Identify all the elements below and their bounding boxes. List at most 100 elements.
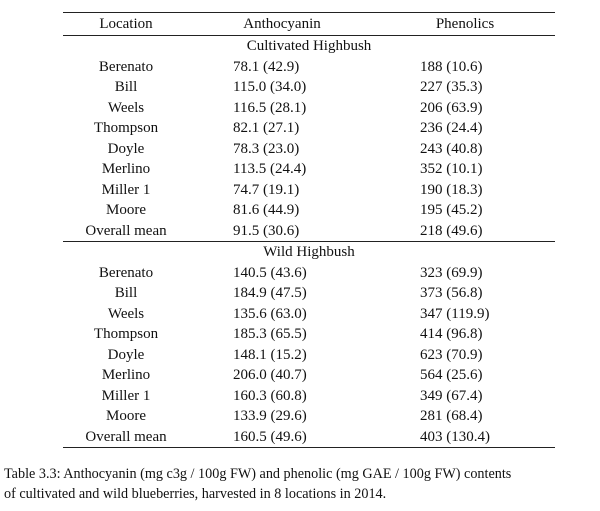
- cell-anthocyanin: 113.5 (24.4): [189, 159, 375, 180]
- anthocyanin-value: 81.6 (44.9): [233, 202, 300, 218]
- cell-anthocyanin: 81.6 (44.9): [189, 200, 375, 221]
- table-row: Bill 184.9 (47.5) 373 (56.8): [63, 283, 555, 304]
- anthocyanin-value: 78.1 (42.9): [233, 58, 300, 75]
- anthocyanin-value: 140.5 (43.6): [233, 264, 307, 281]
- header-phenolics: Phenolics: [435, 16, 495, 32]
- cell-location: Overall mean: [85, 428, 167, 445]
- cell-anthocyanin: 135.6 (63.0): [189, 304, 375, 325]
- cell-location: Weels: [107, 99, 145, 116]
- cell-location: Bill: [114, 285, 138, 301]
- group-header-row: Wild Highbush: [63, 241, 555, 263]
- cell-anthocyanin: 78.3 (23.0): [189, 139, 375, 160]
- anthocyanin-value: 115.0 (34.0): [233, 79, 307, 95]
- cell-anthocyanin: 185.3 (65.5): [189, 324, 375, 345]
- anthocyanin-value: 116.5 (28.1): [233, 99, 307, 116]
- cell-location: Miller 1: [101, 181, 151, 198]
- anthocyanin-value: 148.1 (15.2): [233, 346, 307, 363]
- cell-phenolics: 190 (18.3): [375, 180, 555, 201]
- anthocyanin-value: 113.5 (24.4): [233, 161, 307, 177]
- anthocyanin-value: 160.5 (49.6): [233, 428, 307, 445]
- cell-anthocyanin: 74.7 (19.1): [189, 180, 375, 201]
- phenolics-value: 236 (24.4): [420, 120, 483, 136]
- phenolics-value: 190 (18.3): [420, 181, 483, 198]
- cell-phenolics: 188 (10.6): [375, 57, 555, 78]
- data-table-container: Location Anthocyanin Phenolics Cultivate…: [63, 12, 555, 448]
- table-row: Bill 115.0 (34.0) 227 (35.3): [63, 77, 555, 98]
- anthocyanin-value: 133.9 (29.6): [233, 408, 307, 424]
- cell-location: Berenato: [98, 58, 154, 75]
- group-title: Wild Highbush: [63, 241, 555, 263]
- cell-phenolics: 623 (70.9): [375, 345, 555, 366]
- cell-anthocyanin: 206.0 (40.7): [189, 365, 375, 386]
- table-row: Doyle 148.1 (15.2) 623 (70.9): [63, 345, 555, 366]
- anthocyanin-value: 91.5 (30.6): [233, 222, 300, 239]
- cell-anthocyanin: 184.9 (47.5): [189, 283, 375, 304]
- header-anthocyanin: Anthocyanin: [243, 16, 321, 32]
- cell-anthocyanin: 78.1 (42.9): [189, 57, 375, 78]
- cell-phenolics: 227 (35.3): [375, 77, 555, 98]
- header-location: Location: [99, 16, 153, 32]
- cell-phenolics: 323 (69.9): [375, 263, 555, 284]
- table-top-rule: [63, 12, 555, 13]
- table-row: Moore 81.6 (44.9) 195 (45.2): [63, 200, 555, 221]
- table-row: Thompson 82.1 (27.1) 236 (24.4): [63, 118, 555, 139]
- cell-anthocyanin: 148.1 (15.2): [189, 345, 375, 366]
- table-row: Doyle 78.3 (23.0) 243 (40.8): [63, 139, 555, 160]
- cell-anthocyanin: 116.5 (28.1): [189, 98, 375, 119]
- table-row: Miller 1 160.3 (60.8) 349 (67.4): [63, 386, 555, 407]
- cell-phenolics: 243 (40.8): [375, 139, 555, 160]
- cell-location: Doyle: [107, 140, 145, 157]
- cell-phenolics: 349 (67.4): [375, 386, 555, 407]
- cell-phenolics: 281 (68.4): [375, 406, 555, 427]
- caption-line-1: Table 3.3: Anthocyanin (mg c3g / 100g FW…: [4, 466, 512, 482]
- blueberry-table: Location Anthocyanin Phenolics Cultivate…: [63, 13, 555, 447]
- cell-anthocyanin: 160.5 (49.6): [189, 427, 375, 448]
- cell-anthocyanin: 82.1 (27.1): [189, 118, 375, 139]
- caption-line-2: of cultivated and wild blueberries, harv…: [4, 486, 387, 502]
- group-header-row: Cultivated Highbush: [63, 35, 555, 57]
- table-header-row: Location Anthocyanin Phenolics: [63, 13, 555, 36]
- cell-phenolics: 564 (25.6): [375, 365, 555, 386]
- anthocyanin-value: 206.0 (40.7): [233, 367, 307, 383]
- table-row: Moore 133.9 (29.6) 281 (68.4): [63, 406, 555, 427]
- table-row: Overall mean 160.5 (49.6) 403 (130.4): [63, 427, 555, 448]
- cell-location: Thompson: [93, 120, 159, 136]
- cell-location: Thompson: [93, 326, 159, 342]
- phenolics-value: 349 (67.4): [420, 387, 483, 404]
- cell-phenolics: 236 (24.4): [375, 118, 555, 139]
- cell-location: Doyle: [107, 346, 145, 363]
- phenolics-value: 403 (130.4): [420, 428, 490, 445]
- phenolics-value: 218 (49.6): [420, 222, 483, 239]
- cell-location: Miller 1: [101, 387, 151, 404]
- phenolics-value: 323 (69.9): [420, 264, 483, 281]
- cell-location: Merlino: [101, 161, 151, 177]
- phenolics-value: 623 (70.9): [420, 346, 483, 363]
- phenolics-value: 347 (119.9): [420, 305, 490, 322]
- cell-anthocyanin: 115.0 (34.0): [189, 77, 375, 98]
- anthocyanin-value: 184.9 (47.5): [233, 285, 307, 301]
- phenolics-value: 206 (63.9): [420, 99, 483, 116]
- anthocyanin-value: 78.3 (23.0): [233, 140, 300, 157]
- cell-location: Moore: [106, 408, 146, 424]
- table-row: Miller 1 74.7 (19.1) 190 (18.3): [63, 180, 555, 201]
- phenolics-value: 414 (96.8): [420, 326, 483, 342]
- cell-phenolics: 373 (56.8): [375, 283, 555, 304]
- table-bottom-rule: [63, 447, 555, 448]
- table-row: Thompson 185.3 (65.5) 414 (96.8): [63, 324, 555, 345]
- cell-phenolics: 414 (96.8): [375, 324, 555, 345]
- anthocyanin-value: 82.1 (27.1): [233, 120, 300, 136]
- phenolics-value: 188 (10.6): [420, 58, 483, 75]
- phenolics-value: 243 (40.8): [420, 140, 483, 157]
- table-caption: Table 3.3: Anthocyanin (mg c3g / 100g FW…: [4, 464, 598, 504]
- anthocyanin-value: 160.3 (60.8): [233, 387, 307, 404]
- cell-anthocyanin: 160.3 (60.8): [189, 386, 375, 407]
- cell-location: Overall mean: [85, 222, 167, 239]
- anthocyanin-value: 135.6 (63.0): [233, 305, 307, 322]
- cell-phenolics: 352 (10.1): [375, 159, 555, 180]
- cell-phenolics: 195 (45.2): [375, 200, 555, 221]
- phenolics-value: 564 (25.6): [420, 367, 483, 383]
- cell-location: Bill: [114, 79, 138, 95]
- cell-phenolics: 218 (49.6): [375, 221, 555, 242]
- cell-location: Moore: [106, 202, 146, 218]
- cell-phenolics: 347 (119.9): [375, 304, 555, 325]
